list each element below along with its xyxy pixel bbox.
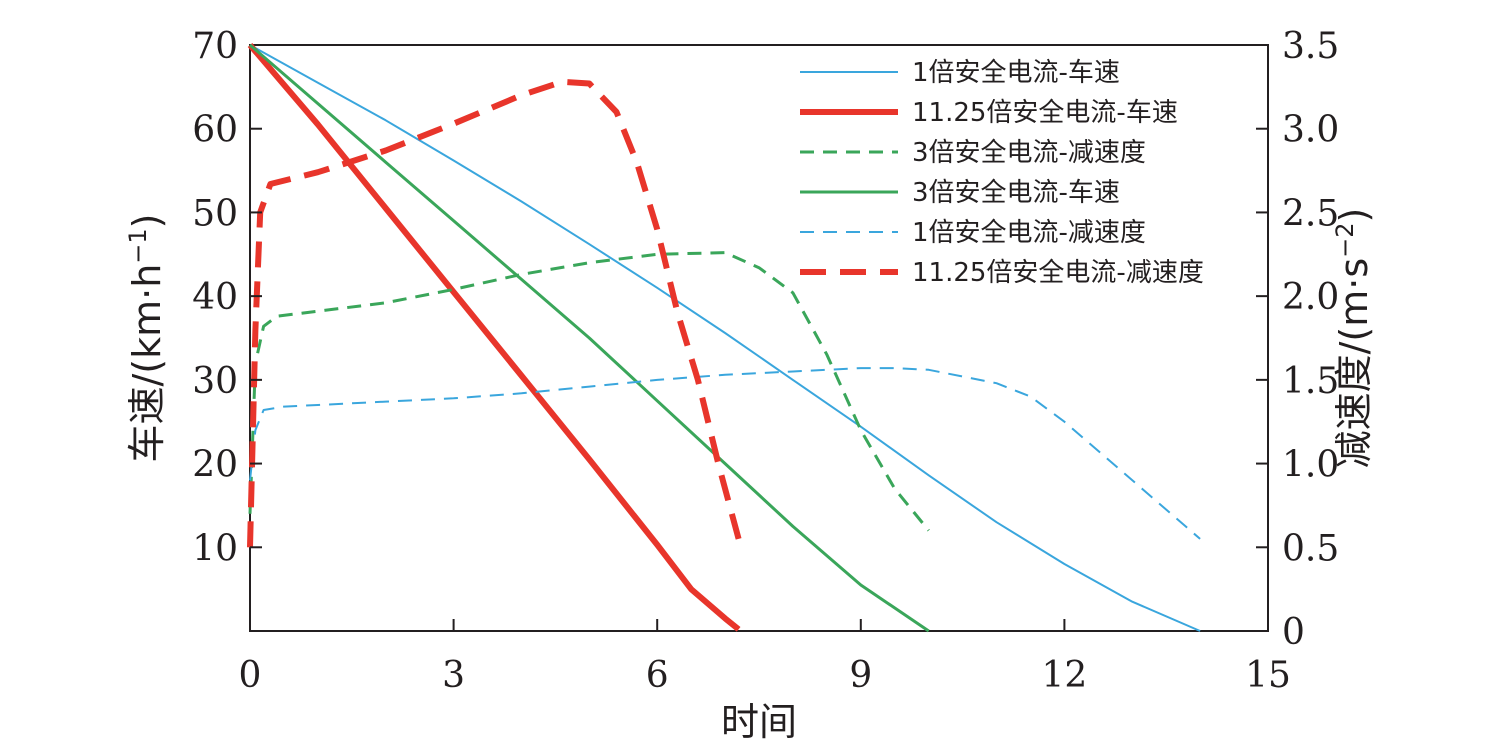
y-axis-right-title-sup: −2 — [1331, 222, 1359, 257]
y-left-tick-label: 70 — [192, 26, 238, 67]
y-right-tick-label: 0.5 — [1282, 528, 1339, 569]
y-right-tick-label: 0 — [1282, 612, 1305, 653]
y-left-tick-label: 10 — [192, 528, 238, 569]
series-line-5 — [249, 367, 1201, 540]
legend: 1倍安全电流-车速 11.25倍安全电流-车速 3倍安全电流-减速度 3倍安全电流-车… — [800, 58, 1204, 288]
y-right-tick-label: 1.0 — [1282, 445, 1339, 486]
x-axis-title: 时间 — [721, 700, 797, 744]
series-line-2 — [247, 43, 741, 632]
x-tick-label: 3 — [442, 655, 465, 696]
x-tick-label: 12 — [1041, 655, 1087, 696]
series-line-4 — [249, 43, 930, 633]
y-axis-left-title-close: ) — [125, 213, 169, 228]
legend-label-2: 11.25倍安全电流-车速 — [912, 98, 1178, 128]
plot-frame — [249, 44, 1269, 632]
series-line-6 — [247, 78, 742, 548]
ticks-layer: 0 3 6 9 12 15 10 20 30 40 50 60 70 0 0.5 1.0 1.5 2.0 2.5 3.… — [192, 26, 1339, 696]
x-tick-label: 9 — [849, 655, 872, 696]
x-tick-label: 6 — [646, 655, 669, 696]
legend-label-6: 11.25倍安全电流-减速度 — [912, 258, 1204, 288]
y-axis-right-title: 减速度/(m·s−2) — [1331, 208, 1376, 469]
legend-label-3: 3倍安全电流-减速度 — [912, 138, 1146, 168]
y-left-tick-label: 30 — [192, 361, 238, 402]
y-left-tick-label: 50 — [192, 193, 238, 234]
y-left-tick-label: 60 — [192, 110, 238, 151]
y-left-tick-label: 40 — [192, 277, 238, 318]
series-layer — [247, 43, 1201, 633]
y-axis-left-title: 车速/(km·h−1) — [124, 213, 169, 462]
y-axis-right-title-close: ) — [1332, 208, 1376, 223]
y-right-tick-label: 2.0 — [1282, 277, 1339, 318]
y-axis-left-title-sup: −1 — [124, 228, 152, 263]
series-line-3 — [248, 251, 930, 532]
legend-label-5: 1倍安全电流-减速度 — [912, 218, 1146, 248]
y-right-tick-label: 1.5 — [1282, 361, 1339, 402]
x-tick-label: 0 — [239, 655, 262, 696]
x-tick-label: 15 — [1245, 655, 1291, 696]
legend-label-4: 3倍安全电流-车速 — [912, 178, 1120, 208]
y-left-tick-label: 20 — [192, 445, 238, 486]
y-right-tick-label: 2.5 — [1282, 193, 1339, 234]
legend-label-1: 1倍安全电流-车速 — [912, 58, 1120, 88]
y-right-tick-label: 3.0 — [1282, 110, 1339, 151]
y-right-tick-label: 3.5 — [1282, 26, 1339, 67]
series-line-1 — [249, 44, 1201, 632]
